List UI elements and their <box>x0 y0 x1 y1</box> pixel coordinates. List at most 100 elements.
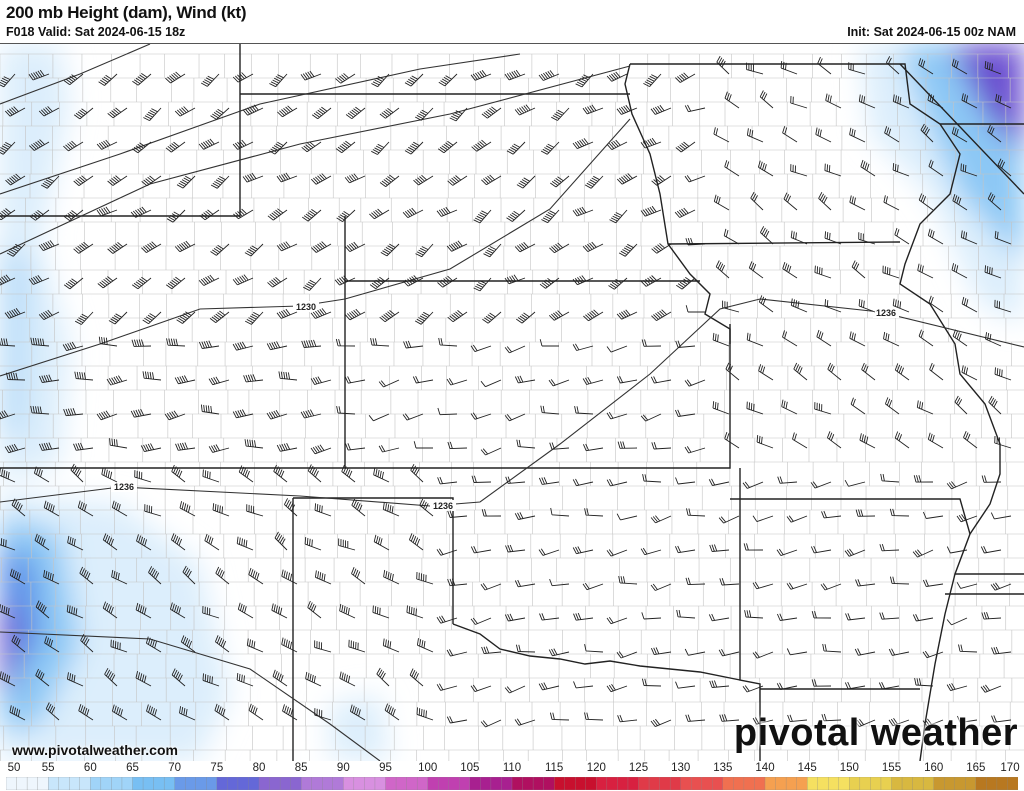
colorbar-swatch <box>585 777 597 790</box>
county-line <box>388 629 420 654</box>
county-line <box>588 77 616 102</box>
county-line <box>252 485 280 510</box>
county-line <box>252 197 280 222</box>
wind-barb <box>111 500 128 517</box>
county-line <box>168 269 196 294</box>
county-line <box>754 485 784 510</box>
county-line <box>417 125 448 150</box>
colorbar-swatch <box>554 777 566 790</box>
county-line <box>728 173 756 198</box>
wind-barb <box>776 682 798 690</box>
county-line <box>140 581 168 606</box>
county-line <box>83 173 112 198</box>
county-line <box>501 461 532 486</box>
county-line <box>84 389 112 414</box>
county-line <box>756 293 784 318</box>
county-line <box>364 461 392 486</box>
wind-barb <box>922 511 944 519</box>
county-line <box>112 653 140 678</box>
pivotal-weather-logo: pivotal weather <box>733 712 1018 754</box>
wind-barb <box>179 501 196 517</box>
colorbar-label: 105 <box>460 762 480 774</box>
county-line <box>167 413 196 438</box>
county-line <box>896 749 924 761</box>
wind-barb <box>888 718 910 727</box>
wind-barb <box>606 684 628 693</box>
county-line <box>112 605 140 630</box>
county-line <box>560 485 588 510</box>
colorbar-swatch <box>733 777 745 790</box>
wind-barb <box>438 337 458 347</box>
county-line <box>784 677 812 702</box>
county-line <box>752 269 784 294</box>
wind-barb <box>5 173 26 186</box>
wind-barb <box>480 447 502 456</box>
wind-barb <box>956 582 978 589</box>
wind-barb <box>437 407 458 416</box>
county-line <box>616 245 644 270</box>
county-line <box>196 125 224 150</box>
wind-barb <box>849 195 866 211</box>
wind-barb <box>551 107 570 121</box>
colorbar-label: 50 <box>7 762 21 774</box>
wind-barb <box>946 683 968 692</box>
wind-barb <box>345 106 366 120</box>
county-line <box>474 173 504 198</box>
wind-barb <box>336 209 356 222</box>
wind-barb <box>300 409 322 419</box>
county-line <box>191 101 224 126</box>
wind-barb <box>204 533 220 551</box>
county-line <box>0 581 28 583</box>
wind-barb <box>74 311 94 325</box>
colorbar-swatch <box>922 777 935 790</box>
colorbar-label: 70 <box>168 762 182 774</box>
county-line <box>559 509 588 534</box>
colorbar-swatch <box>965 777 977 790</box>
wind-barb <box>742 481 764 489</box>
county-line <box>334 269 364 294</box>
colorbar-swatch <box>912 777 924 790</box>
county-line <box>359 581 392 606</box>
wind-barb <box>777 476 798 484</box>
county-line <box>949 533 980 558</box>
county-line <box>500 77 532 102</box>
wind-barb <box>449 107 468 122</box>
county-line <box>473 293 504 318</box>
colorbar-label: 160 <box>924 762 944 774</box>
wind-barb <box>28 139 50 151</box>
county-line <box>360 749 392 761</box>
county-line <box>359 341 392 366</box>
county-line <box>23 653 56 678</box>
county-line <box>641 197 672 222</box>
county-line <box>584 557 616 582</box>
wind-barb <box>351 498 366 517</box>
wind-barb <box>200 73 220 87</box>
wind-barbs <box>0 55 1012 728</box>
wind-barb <box>824 163 842 177</box>
wind-barb <box>236 536 254 551</box>
county-line <box>644 77 672 102</box>
county-line <box>588 653 616 678</box>
county-line <box>812 365 840 390</box>
county-line <box>308 77 336 102</box>
wind-barb <box>713 127 730 143</box>
wind-barb <box>787 714 808 723</box>
county-line <box>194 221 224 246</box>
wind-barb <box>437 140 458 154</box>
wind-barb <box>744 610 764 619</box>
wind-barb <box>0 274 16 286</box>
county-line <box>892 413 924 438</box>
county-line <box>808 437 840 462</box>
contour-label: 1230 <box>296 302 316 312</box>
wind-barb <box>182 565 196 585</box>
county-line <box>84 581 112 606</box>
county-line <box>504 533 532 558</box>
county-lines <box>0 53 1024 761</box>
county-line <box>644 101 672 126</box>
county-line <box>224 725 252 750</box>
county-line <box>504 605 532 630</box>
county-line <box>836 437 868 462</box>
wind-barb <box>40 175 60 189</box>
wind-barb <box>200 404 220 415</box>
county-line <box>0 701 28 726</box>
